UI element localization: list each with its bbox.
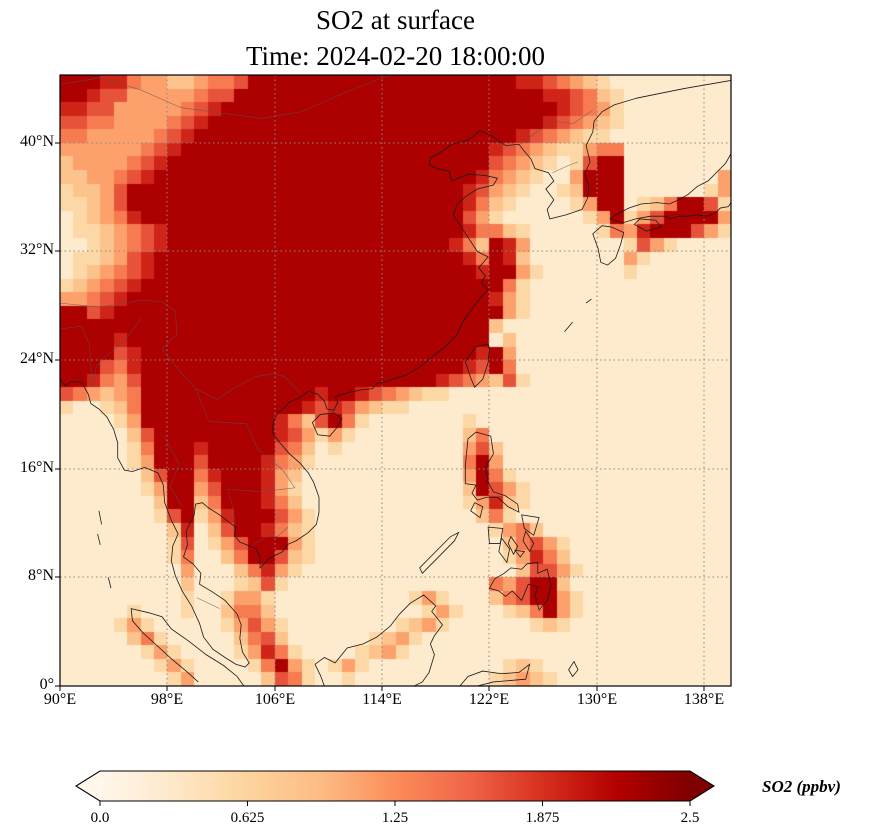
y-axis-tick-label: 16°N	[20, 459, 54, 476]
so2-heatmap-canvas	[60, 75, 731, 686]
y-axis-tick-label: 8°N	[28, 567, 54, 584]
colorbar: 0.0 0.625 1.25 1.875 2.5 SO2 (ppbv)	[74, 770, 841, 826]
y-axis-tick-label: 40°N	[20, 133, 54, 150]
colorbar-tick-label: 1.25	[382, 810, 408, 826]
x-axis-tick-label: 122°E	[468, 691, 510, 708]
y-axis-tick-label: 32°N	[20, 241, 54, 258]
colorbar-tick-label: 1.875	[526, 810, 560, 826]
x-axis-tick-label: 98°E	[150, 691, 184, 708]
y-axis-tick-label: 24°N	[20, 350, 54, 367]
colorbar-tick-marks	[99, 801, 691, 806]
plot-title: SO2 at surface	[316, 5, 475, 35]
x-axis-tick-label: 90°E	[43, 691, 77, 708]
colorbar-under-arrow	[76, 771, 100, 801]
y-axis-tick-label: 0°	[39, 676, 54, 693]
colorbar-tick-label: 0.625	[231, 810, 265, 826]
colorbar-tick-label: 0.0	[91, 810, 110, 826]
plot-subtitle: Time: 2024-02-20 18:00:00	[245, 41, 546, 71]
x-axis-tick-label: 114°E	[362, 691, 402, 708]
colorbar-outline	[74, 770, 716, 802]
colorbar-gradient	[100, 771, 690, 801]
colorbar-tick-label: 2.5	[681, 810, 700, 826]
x-axis-tick-label: 106°E	[254, 691, 296, 708]
colorbar-label: SO2 (ppbv)	[762, 777, 841, 796]
colorbar-over-arrow	[690, 771, 714, 801]
x-axis-tick-label: 130°E	[576, 691, 618, 708]
x-axis-tick-label: 138°E	[683, 691, 725, 708]
